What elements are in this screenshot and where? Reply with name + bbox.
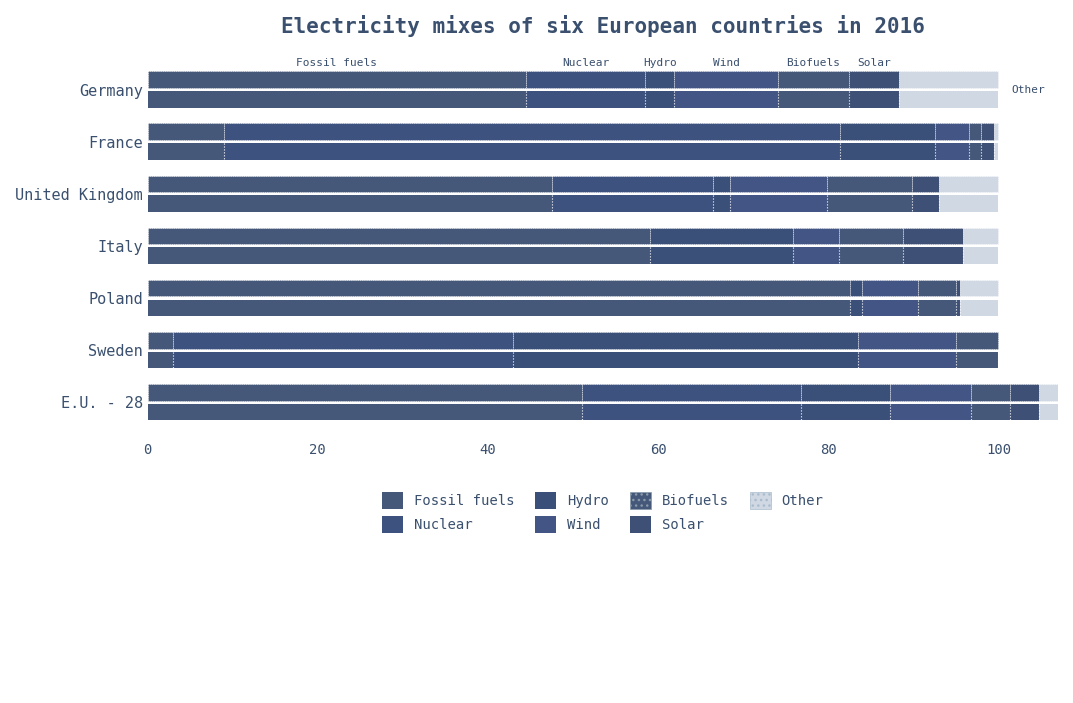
Bar	[956, 352, 999, 368]
Bar	[826, 195, 912, 212]
Bar	[649, 247, 793, 264]
Bar	[995, 143, 999, 160]
Legend: Fossil fuels, Nuclear, Hydro, Wind, Biofuels, Solar, Other: Fossil fuels, Nuclear, Hydro, Wind, Biof…	[377, 486, 829, 538]
Bar	[839, 228, 903, 245]
Bar	[858, 352, 956, 368]
Bar	[850, 280, 863, 297]
Bar	[793, 228, 839, 245]
Bar	[645, 91, 674, 108]
Bar	[224, 124, 840, 140]
Bar	[148, 71, 526, 88]
Bar	[840, 143, 936, 160]
Bar	[731, 195, 826, 212]
Bar	[903, 247, 962, 264]
Bar	[936, 143, 969, 160]
Bar	[731, 176, 826, 192]
Text: Nuclear: Nuclear	[562, 58, 609, 68]
Bar	[982, 143, 995, 160]
Text: Wind: Wind	[712, 58, 739, 68]
Bar	[982, 124, 995, 140]
Bar	[714, 195, 731, 212]
Bar	[899, 71, 999, 88]
Bar	[903, 228, 962, 245]
Bar	[148, 176, 552, 192]
Bar	[936, 124, 969, 140]
Bar	[849, 91, 899, 108]
Bar	[148, 247, 649, 264]
Bar	[962, 247, 999, 264]
Bar	[778, 91, 849, 108]
Bar	[148, 280, 850, 297]
Bar	[552, 195, 714, 212]
Bar	[912, 176, 939, 192]
Bar	[891, 404, 971, 420]
Text: Other: Other	[1011, 84, 1045, 94]
Bar	[514, 332, 858, 349]
Bar	[148, 384, 582, 401]
Bar	[552, 176, 714, 192]
Bar	[939, 195, 999, 212]
Bar	[969, 143, 982, 160]
Bar	[148, 299, 850, 316]
Bar	[526, 71, 645, 88]
Text: Fossil fuels: Fossil fuels	[296, 58, 378, 68]
Bar	[917, 299, 956, 316]
Bar	[526, 91, 645, 108]
Bar	[849, 71, 899, 88]
Bar	[148, 332, 173, 349]
Bar	[969, 124, 982, 140]
Bar	[839, 247, 903, 264]
Bar	[224, 143, 840, 160]
Bar	[939, 176, 999, 192]
Bar	[148, 91, 526, 108]
Bar	[793, 247, 839, 264]
Bar	[674, 91, 778, 108]
Text: Biofuels: Biofuels	[787, 58, 840, 68]
Bar	[863, 280, 917, 297]
Bar	[802, 384, 891, 401]
Bar	[956, 332, 999, 349]
Title: Electricity mixes of six European countries in 2016: Electricity mixes of six European countr…	[281, 15, 925, 37]
Bar	[802, 404, 891, 420]
Bar	[960, 280, 999, 297]
Bar	[956, 299, 960, 316]
Bar	[514, 352, 858, 368]
Bar	[148, 352, 173, 368]
Bar	[148, 228, 649, 245]
Bar	[173, 332, 514, 349]
Bar	[899, 91, 999, 108]
Bar	[148, 195, 552, 212]
Bar	[850, 299, 863, 316]
Bar	[960, 299, 999, 316]
Text: Hydro: Hydro	[643, 58, 677, 68]
Bar	[971, 404, 1010, 420]
Bar	[1010, 404, 1040, 420]
Bar	[582, 404, 802, 420]
Bar	[891, 384, 971, 401]
Bar	[858, 332, 956, 349]
Bar	[148, 124, 224, 140]
Bar	[674, 71, 778, 88]
Bar	[917, 280, 956, 297]
Bar	[1040, 384, 1073, 401]
Bar	[173, 352, 514, 368]
Bar	[778, 71, 849, 88]
Bar	[995, 124, 999, 140]
Bar	[840, 124, 936, 140]
Bar	[645, 71, 674, 88]
Bar	[714, 176, 731, 192]
Bar	[826, 176, 912, 192]
Bar	[582, 384, 802, 401]
Bar	[956, 280, 960, 297]
Bar	[649, 228, 793, 245]
Bar	[1040, 404, 1073, 420]
Bar	[962, 228, 999, 245]
Bar	[971, 384, 1010, 401]
Bar	[1010, 384, 1040, 401]
Bar	[863, 299, 917, 316]
Text: Solar: Solar	[857, 58, 891, 68]
Bar	[148, 404, 582, 420]
Bar	[148, 143, 224, 160]
Bar	[912, 195, 939, 212]
